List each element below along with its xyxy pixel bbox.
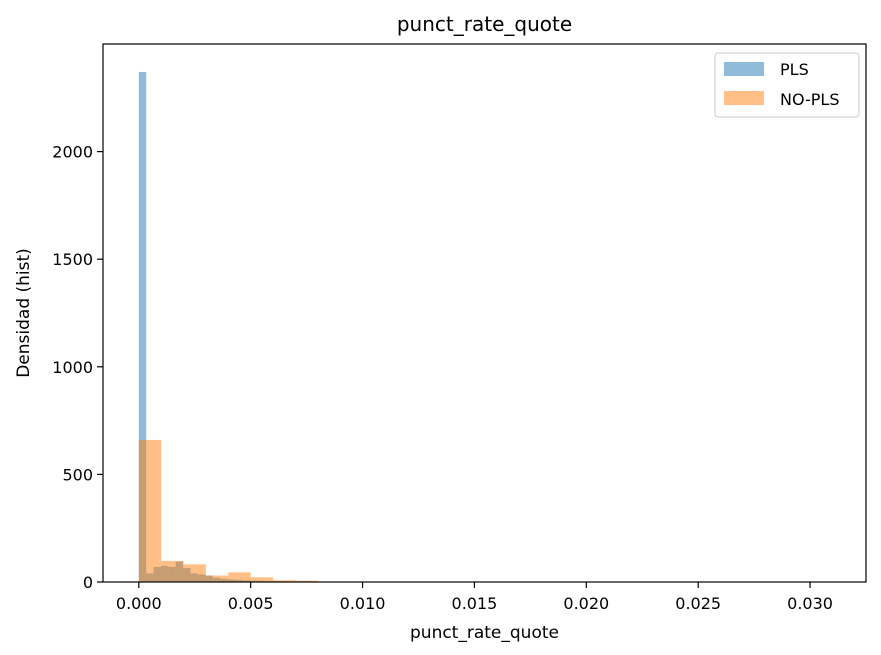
bar-no-pls-7 [295, 580, 318, 582]
bar-no-pls-4 [228, 572, 251, 582]
bar-no-pls-5 [250, 577, 274, 582]
bar-pls-0 [138, 71, 147, 582]
y-tick-label: 1000 [52, 358, 93, 377]
legend-swatch-no-pls [724, 91, 764, 105]
bar-no-pls-2 [183, 564, 206, 582]
bar-no-pls-0 [138, 439, 162, 582]
x-tick-label: 0.030 [787, 594, 833, 613]
y-tick-label: 2000 [52, 143, 93, 162]
x-tick-label: 0.025 [675, 594, 721, 613]
series-no-pls [138, 439, 833, 582]
x-tick-label: 0.005 [228, 594, 274, 613]
legend-label-no-pls: NO-PLS [780, 90, 840, 109]
legend: PLS NO-PLS [714, 52, 860, 118]
x-tick-label: 0.020 [563, 594, 609, 613]
bar-no-pls-3 [205, 575, 229, 582]
y-tick-label: 500 [62, 465, 93, 484]
chart-title: punct_rate_quote [397, 12, 572, 36]
y-axis-label: Densidad (hist) [14, 248, 34, 378]
bar-no-pls-1 [161, 560, 184, 582]
x-axis-label: punct_rate_quote [410, 623, 559, 643]
x-axis-ticks: 0.000 0.005 0.010 0.015 0.020 0.025 0.030 [116, 582, 833, 613]
x-tick-label: 0.000 [116, 594, 162, 613]
x-tick-label: 0.015 [452, 594, 498, 613]
y-tick-label: 1500 [52, 250, 93, 269]
y-axis-ticks: 0 500 1000 1500 2000 [52, 143, 103, 592]
bars-layer [138, 71, 833, 582]
legend-label-pls: PLS [780, 60, 809, 79]
x-tick-label: 0.010 [340, 594, 386, 613]
plot-frame [102, 43, 867, 583]
y-tick-label: 0 [83, 573, 93, 592]
bar-no-pls-6 [273, 580, 296, 582]
legend-swatch-pls [724, 62, 764, 76]
